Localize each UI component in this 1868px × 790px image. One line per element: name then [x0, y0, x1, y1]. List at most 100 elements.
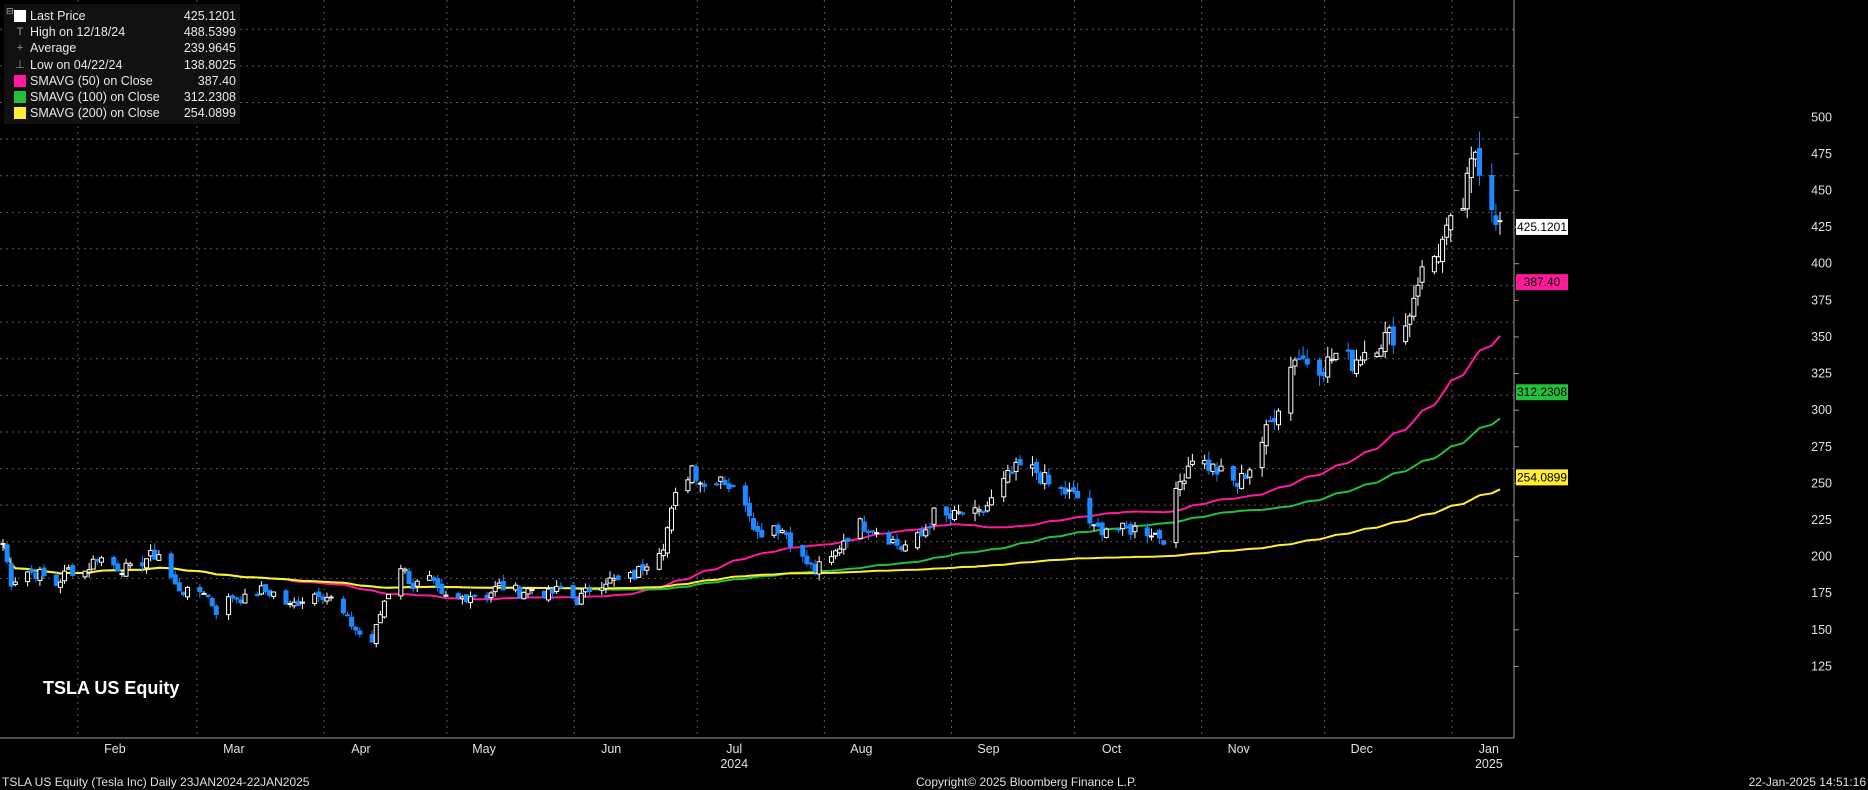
- candle: [1062, 487, 1068, 495]
- candle: [98, 557, 104, 563]
- candle: [1325, 356, 1331, 378]
- x-year-label: 2025: [1475, 757, 1503, 771]
- candle: [693, 466, 699, 481]
- price-tag-label: 312.2308: [1517, 385, 1567, 399]
- candle: [1378, 347, 1384, 357]
- candle: [455, 593, 461, 598]
- candle: [923, 529, 929, 537]
- x-tick-label: May: [472, 742, 496, 756]
- candle: [529, 588, 535, 591]
- candle: [956, 511, 962, 514]
- legend-row: SMAVG (200) on Close 254.0899: [8, 105, 236, 121]
- candle: [402, 568, 408, 572]
- candle: [1243, 474, 1249, 480]
- y-tick-label: 475: [1811, 147, 1832, 161]
- candle: [406, 570, 412, 585]
- candle: [1407, 315, 1413, 325]
- x-tick-label: Nov: [1228, 742, 1251, 756]
- x-tick-label: Jun: [601, 742, 621, 756]
- legend-panel: Last Price 425.1201 T High on 12/18/24 488.5…: [4, 4, 240, 125]
- candle: [1189, 460, 1195, 465]
- candle: [1116, 528, 1122, 531]
- candle: [115, 563, 121, 572]
- candle: [484, 594, 490, 599]
- x-tick-label: Jul: [726, 742, 742, 756]
- candle: [1362, 352, 1368, 361]
- candle: [599, 587, 605, 591]
- candle: [1128, 523, 1134, 535]
- ticker-label: TSLA US Equity: [43, 678, 180, 698]
- candle: [1419, 266, 1425, 283]
- candle: [205, 594, 211, 598]
- candle: [570, 585, 576, 599]
- legend-label: Low on 04/22/24: [30, 57, 123, 72]
- candle: [828, 556, 834, 563]
- candle: [915, 532, 921, 549]
- candle: [94, 558, 100, 562]
- candle: [861, 521, 867, 532]
- candle: [1386, 327, 1392, 333]
- candle: [931, 507, 937, 525]
- candle: [1317, 359, 1323, 376]
- candle: [804, 555, 810, 565]
- legend-row: SMAVG (100) on Close 312.2308: [8, 89, 236, 105]
- candle: [340, 598, 346, 614]
- candle: [201, 592, 207, 595]
- y-tick-label: 325: [1811, 367, 1832, 381]
- footer-timestamp: 22-Jan-2025 14:51:16: [1748, 775, 1866, 789]
- candle: [722, 479, 728, 485]
- candle: [1333, 352, 1339, 361]
- candle: [127, 563, 133, 567]
- candle: [37, 568, 43, 581]
- candle: [1247, 469, 1253, 478]
- candle: [808, 562, 814, 565]
- candle: [172, 574, 178, 585]
- legend-label: SMAVG (200) on Close: [30, 106, 160, 121]
- sma200-line: [2, 488, 1501, 590]
- footer-bar: TSLA US Equity (Tesla Inc) Daily 23JAN20…: [0, 773, 1868, 790]
- candle: [357, 630, 363, 635]
- candle: [1415, 284, 1421, 297]
- candle: [1476, 147, 1482, 176]
- candle: [1148, 535, 1154, 538]
- candle: [496, 582, 502, 587]
- candle: [1075, 490, 1081, 499]
- candle: [1177, 481, 1183, 491]
- candle: [119, 572, 125, 575]
- candle: [488, 592, 494, 599]
- candle: [4, 544, 10, 563]
- candle: [554, 585, 560, 592]
- candle: [230, 595, 236, 599]
- candle: [238, 599, 244, 604]
- candle: [1358, 359, 1364, 366]
- candle: [414, 580, 420, 587]
- x-tick-label: Aug: [850, 742, 872, 756]
- candle: [1173, 487, 1179, 544]
- legend-rows: Last Price 425.1201 T High on 12/18/24 488.5…: [8, 8, 236, 121]
- candle: [628, 572, 634, 579]
- candle: [1235, 482, 1241, 488]
- price-tag-label: 254.0899: [1517, 470, 1567, 484]
- candle: [180, 591, 186, 596]
- candle: [1185, 465, 1191, 479]
- candle: [787, 532, 793, 548]
- legend-label: Average: [30, 41, 77, 56]
- x-axis: Feb Mar Apr May Jun Jul Aug Sep Oct Nov Dec Jan 2024…: [104, 742, 1503, 771]
- candle: [874, 532, 880, 535]
- candle: [1034, 461, 1040, 474]
- candle: [242, 593, 248, 604]
- candle: [701, 483, 707, 487]
- legend-row: + Average 239.9645: [8, 40, 236, 56]
- candle: [213, 605, 219, 615]
- candle: [1066, 489, 1072, 492]
- candle: [525, 588, 531, 595]
- candle: [1230, 465, 1236, 481]
- sma-lines: [2, 335, 1501, 601]
- collapse-icon[interactable]: ⊟: [6, 6, 14, 16]
- candle: [1058, 486, 1064, 489]
- candle: [607, 577, 613, 584]
- candle: [976, 509, 982, 512]
- legend-label: High on 12/18/24: [30, 25, 126, 40]
- candle: [1464, 172, 1470, 210]
- candle: [685, 479, 691, 492]
